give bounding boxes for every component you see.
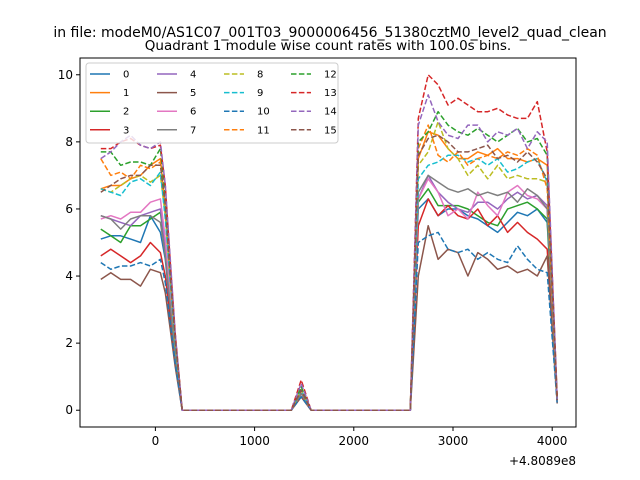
legend-label: 14 [324, 107, 337, 118]
y-tick-label: 10 [58, 68, 73, 82]
y-axis: 0 2 4 6 8 10 [58, 68, 80, 417]
series-line-14 [100, 94, 558, 411]
series-line-15 [100, 134, 558, 411]
series-line-10 [100, 231, 558, 411]
x-tick-label: 1000 [239, 434, 270, 448]
y-tick-label: 4 [65, 269, 73, 283]
legend-label: 8 [257, 70, 263, 81]
legend-label: 1 [123, 88, 129, 99]
x-tick-label: 3000 [438, 434, 469, 448]
y-tick-label: 6 [65, 202, 73, 216]
series-line-3 [100, 198, 558, 411]
x-axis: 0 1000 2000 3000 4000 [152, 427, 568, 448]
x-offset-label: +4.8089e8 [509, 454, 576, 468]
legend-label: 0 [123, 70, 129, 81]
legend-box [85, 62, 339, 144]
chart-title: Quadrant 1 module wise count rates with … [145, 38, 511, 54]
x-tick-label: 2000 [339, 434, 370, 448]
legend-label: 10 [257, 107, 270, 118]
x-tick-label: 4000 [537, 434, 568, 448]
series-line-7 [100, 174, 558, 411]
legend-label: 9 [257, 88, 263, 99]
legend-label: 3 [123, 125, 129, 136]
legend-label: 7 [190, 125, 196, 136]
x-tick-label: 0 [152, 434, 160, 448]
legend-label: 5 [190, 88, 196, 99]
legend-label: 12 [324, 70, 337, 81]
y-tick-label: 8 [65, 135, 73, 149]
legend-label: 13 [324, 88, 337, 99]
legend-label: 15 [324, 125, 337, 136]
legend-label: 4 [190, 70, 196, 81]
series-layer [100, 74, 558, 411]
legend-label: 6 [190, 107, 196, 118]
suptitle: in file: modeM0/AS1C07_001T03_9000006456… [53, 25, 606, 41]
legend-label: 2 [123, 107, 129, 118]
y-tick-label: 0 [65, 403, 73, 417]
legend-label: 11 [257, 125, 270, 136]
y-tick-label: 2 [65, 336, 73, 350]
axes-frame [79, 57, 577, 428]
